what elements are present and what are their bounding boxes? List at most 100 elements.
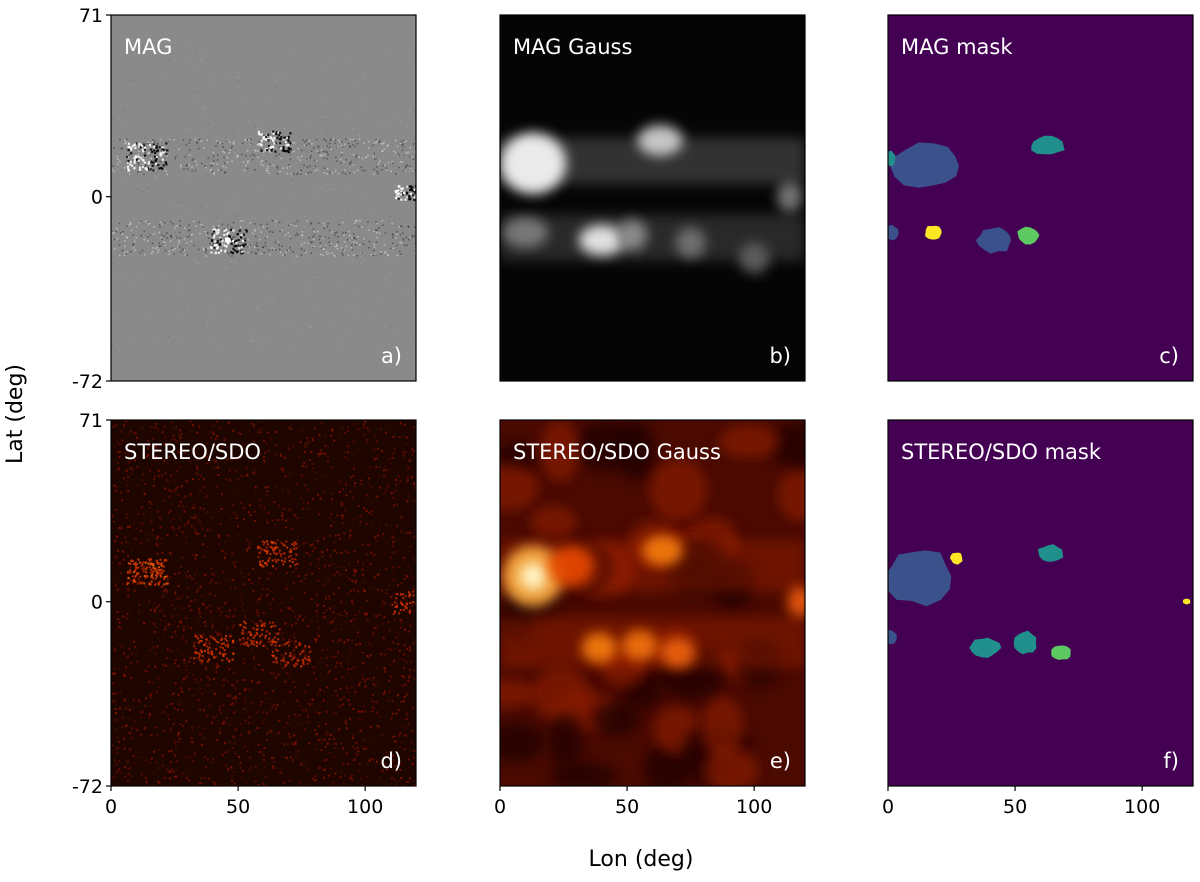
speckle [328,534,331,537]
speckle [273,523,276,526]
speckle [318,715,321,718]
speckle [251,699,254,702]
speckle [168,467,171,470]
speckle [351,214,353,216]
emission-feature [294,563,297,566]
emission-feature [154,567,157,570]
speckle [174,157,177,160]
speckle [367,221,369,223]
speckle [185,575,188,578]
speckle [153,225,155,228]
emission-feature [402,597,405,600]
magnetic-feature [228,235,231,238]
speckle [371,510,374,513]
speckle [279,662,282,665]
speckle [202,623,205,626]
speckle [166,656,169,659]
speckle [353,171,355,173]
speckle [174,775,177,778]
speckle [367,757,370,760]
gauss-blob [637,125,683,156]
speckle [142,471,145,474]
speckle [155,761,158,764]
speckle [340,144,343,147]
speckle [190,581,193,584]
magnetic-feature [405,192,409,195]
speckle [358,318,360,320]
speckle [223,85,225,87]
speckle [310,150,313,152]
speckle [147,664,150,667]
speckle [125,141,127,144]
speckle [356,631,359,634]
speckle [365,217,367,219]
speckle [284,519,287,522]
speckle [337,586,340,589]
speckle [163,168,166,171]
speckle [252,440,255,443]
emission-feature [275,560,278,563]
speckle [334,712,337,715]
speckle [263,692,266,695]
speckle [301,72,303,74]
speckle [343,431,346,434]
speckle [343,443,346,446]
speckle [308,533,311,536]
speckle [193,220,195,223]
speckle [352,568,355,571]
magnetic-feature [153,155,157,158]
speckle [375,222,378,225]
emission-feature [144,576,147,579]
emission-feature [305,658,308,661]
emission-feature [419,599,421,601]
speckle [387,161,390,164]
speckle [207,462,210,465]
emission-feature [135,566,138,569]
speckle [247,251,249,254]
speckle [157,474,160,477]
speckle [163,243,165,245]
speckle [327,595,330,598]
speckle [244,744,247,747]
speckle [285,614,288,617]
speckle [178,644,181,647]
speckle [199,232,201,235]
speckle [158,248,160,251]
emission-feature [154,573,157,576]
magnetic-feature [232,229,235,232]
magnetic-feature [165,142,168,145]
texture-blob [703,747,758,786]
speckle [217,474,220,477]
speckle [224,602,227,605]
emission-feature [222,654,225,657]
speckle [204,624,207,627]
speckle [327,704,330,707]
speckle [404,609,407,612]
speckle [185,669,188,672]
speckle [214,423,217,426]
speckle [179,687,182,690]
speckle [314,640,317,643]
speckle [139,294,141,296]
speckle [336,146,338,149]
speckle [404,726,407,729]
speckle [292,680,295,683]
emission-feature [221,659,224,662]
emission-feature [412,594,415,597]
speckle [396,185,398,187]
speckle [366,543,369,546]
speckle [214,460,217,463]
emission-feature [424,595,426,597]
magnetic-feature [126,161,129,164]
speckle [220,719,223,722]
speckle [289,237,292,240]
speckle [262,246,264,248]
speckle [406,469,409,472]
speckle [129,467,132,470]
speckle [228,609,231,612]
speckle [361,783,364,786]
speckle [208,652,211,655]
speckle [410,570,413,573]
speckle [118,456,121,459]
speckle [348,703,351,706]
